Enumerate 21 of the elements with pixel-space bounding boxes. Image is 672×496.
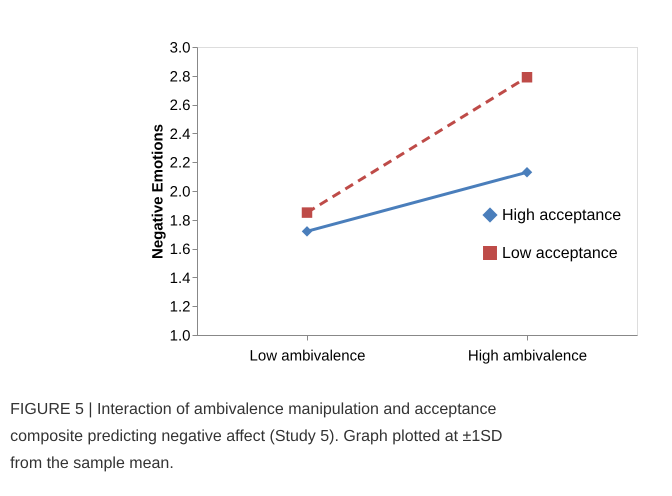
legend-label: High acceptance: [502, 207, 622, 224]
caption: FIGURE 5 | Interaction of ambivalence manipulation and acceptance composite predicting negative affect (Study 5). Graph plotted at ±1SD from the sample mean.: [10, 401, 502, 472]
y-tick-label: 3.0: [170, 40, 190, 56]
point: [522, 72, 532, 82]
y-tick-label: 1.4: [170, 270, 190, 287]
y-tick-label: 1.0: [170, 328, 190, 344]
y-axis-title: Negative Emotions: [150, 124, 167, 260]
y-tick-label: 2.8: [170, 68, 190, 86]
point: [302, 207, 312, 218]
point: [522, 167, 532, 178]
y-tick-label: 2.0: [170, 184, 190, 200]
x-tick-label: High ambivalence: [468, 348, 588, 364]
point: [302, 226, 312, 237]
y-tick-label: 1.2: [170, 298, 190, 316]
x-tick-label: Low ambivalence: [250, 348, 366, 364]
y-tick-label: 2.2: [170, 154, 190, 172]
legend-label: Low acceptance: [502, 245, 618, 262]
y-tick-label: 1.8: [170, 212, 190, 230]
y-tick-label: 2.6: [170, 97, 190, 114]
y-tick-label: 1.6: [170, 241, 190, 258]
y-tick-label: 2.4: [170, 126, 190, 143]
